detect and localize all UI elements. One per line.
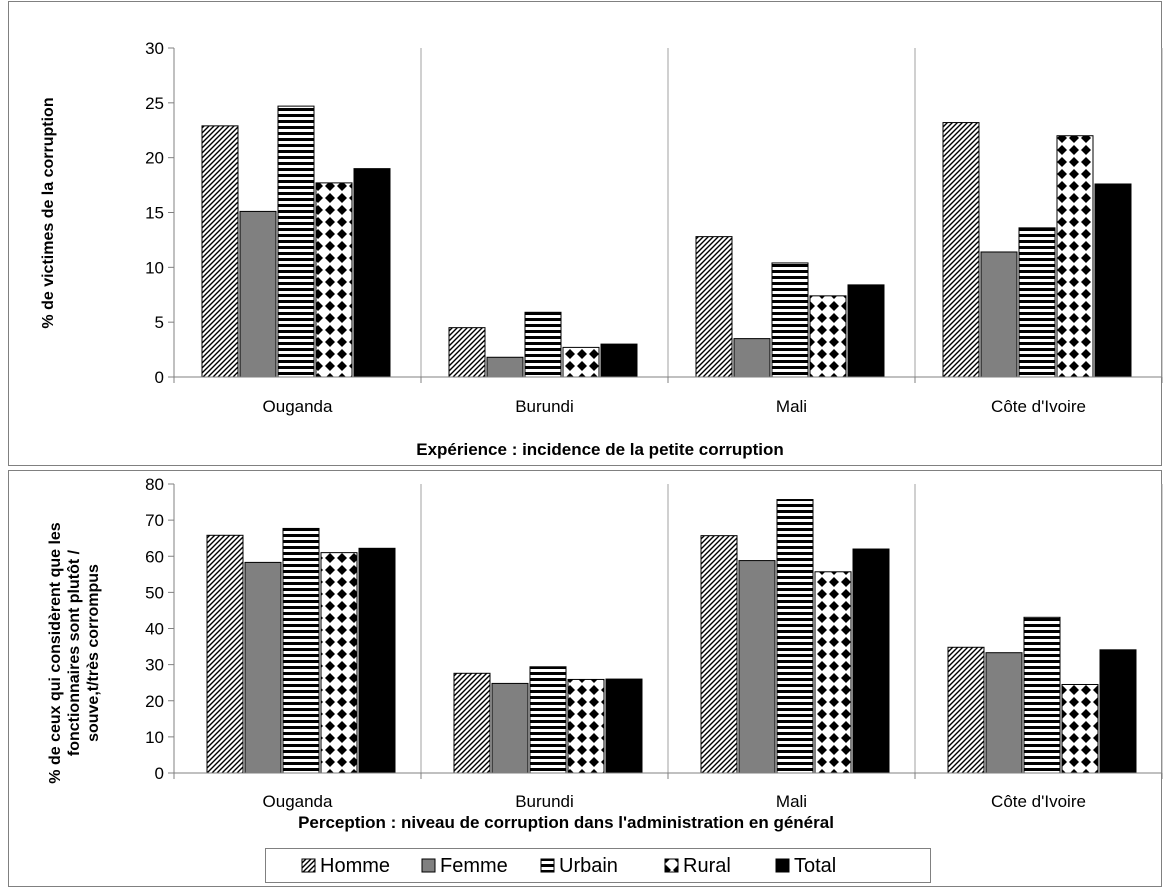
bottom-y-tick-label: 40 xyxy=(145,620,164,639)
bottom-bar-c-te-d-ivoire-homme xyxy=(947,646,985,774)
bottom-bar-burundi-homme xyxy=(453,672,491,774)
bottom-bar-mali-total xyxy=(852,548,890,774)
legend-box xyxy=(265,848,931,883)
top-y-tick-label: 5 xyxy=(155,313,164,332)
bottom-bar-mali-homme xyxy=(700,535,738,774)
bottom-category-label-burundi: Burundi xyxy=(515,792,574,811)
bottom-bar-mali-femme xyxy=(738,560,776,774)
top-y-tick-label: 25 xyxy=(145,94,164,113)
bottom-y-axis-title-line-1: % de ceux qui considèrent que les xyxy=(47,522,64,784)
legend-swatch-homme xyxy=(301,858,316,873)
top-bar-burundi-homme xyxy=(448,327,486,378)
bottom-y-tick-label: 50 xyxy=(145,583,164,602)
legend-label-rural: Rural xyxy=(683,855,731,877)
bottom-bar-c-te-d-ivoire-urbain xyxy=(1023,616,1061,774)
bottom-y-tick-label: 30 xyxy=(145,656,164,675)
bottom-category-label-ouganda: Ouganda xyxy=(263,792,333,811)
top-bar-burundi-rural xyxy=(562,346,600,378)
bottom-bar-ouganda-femme xyxy=(244,561,282,774)
bottom-y-tick-label: 10 xyxy=(145,728,164,747)
top-bar-c-te-d-ivoire-homme xyxy=(942,122,980,378)
bottom-y-axis-title-line-3: souve,t/très corrompus xyxy=(85,564,102,742)
legend-swatch-rural xyxy=(664,858,679,873)
top-y-tick-label: 15 xyxy=(145,204,164,223)
top-bar-c-te-d-ivoire-femme xyxy=(980,251,1018,378)
bottom-bar-burundi-total xyxy=(605,678,643,774)
top-bar-ouganda-urbain xyxy=(277,105,315,378)
bottom-bar-ouganda-total xyxy=(358,547,396,774)
top-category-label-c-te-d-ivoire: Côte d'Ivoire xyxy=(991,397,1086,416)
bottom-bar-c-te-d-ivoire-rural xyxy=(1061,683,1099,774)
bottom-y-tick-label: 20 xyxy=(145,692,164,711)
top-bar-burundi-urbain xyxy=(524,311,562,378)
bottom-y-tick-label: 60 xyxy=(145,547,164,566)
top-bar-mali-rural xyxy=(809,295,847,378)
legend-swatch-femme xyxy=(421,858,436,873)
top-category-label-ouganda: Ouganda xyxy=(263,397,333,416)
bottom-category-label-mali: Mali xyxy=(776,792,807,811)
top-bar-c-te-d-ivoire-rural xyxy=(1056,135,1094,378)
legend-swatch-urbain xyxy=(540,858,555,873)
top-y-tick-label: 0 xyxy=(155,368,164,387)
bottom-bar-burundi-urbain xyxy=(529,666,567,774)
top-x-axis-title: Expérience : incidence de la petite corr… xyxy=(416,440,783,459)
top-bar-burundi-femme xyxy=(486,356,524,378)
top-bar-ouganda-homme xyxy=(201,125,239,378)
legend-label-total: Total xyxy=(794,855,836,877)
top-category-label-burundi: Burundi xyxy=(515,397,574,416)
top-panel-frame xyxy=(8,1,1162,466)
top-bar-burundi-total xyxy=(600,343,638,378)
bottom-category-label-c-te-d-ivoire: Côte d'Ivoire xyxy=(991,792,1086,811)
bottom-bar-ouganda-urbain xyxy=(282,527,320,774)
top-bar-ouganda-rural xyxy=(315,182,353,378)
bottom-y-axis-title-line-2: fonctionnaires sont plutôt / xyxy=(66,549,83,756)
top-bar-ouganda-total xyxy=(353,168,391,378)
top-y-axis-title: % de victimes de la corruption xyxy=(40,97,57,328)
bottom-x-axis-title: Perception : niveau de corruption dans l… xyxy=(298,813,834,832)
bottom-y-tick-label: 80 xyxy=(145,475,164,494)
bottom-y-tick-label: 0 xyxy=(155,764,164,783)
top-y-tick-label: 10 xyxy=(145,258,164,277)
bottom-bar-burundi-femme xyxy=(491,682,529,774)
bottom-bar-c-te-d-ivoire-femme xyxy=(985,652,1023,774)
bottom-bar-ouganda-homme xyxy=(206,534,244,774)
bottom-bar-mali-urbain xyxy=(776,499,814,774)
top-bar-mali-total xyxy=(847,284,885,378)
legend-swatch-total xyxy=(775,858,790,873)
top-bar-c-te-d-ivoire-total xyxy=(1094,183,1132,378)
bottom-plot-area: 0 10 20 30 40 50 60 70 80 Ouganda Burundi Mali Côte … xyxy=(145,475,1163,811)
top-bar-mali-urbain xyxy=(771,262,809,378)
legend: Homme Femme Urbain Rural Total xyxy=(265,848,931,883)
top-category-label-mali: Mali xyxy=(776,397,807,416)
legend-label-urbain: Urbain xyxy=(559,855,618,877)
top-plot-area: 0 5 10 15 20 25 30 Ouganda Burundi Mali Côte d'Ivo… xyxy=(145,39,1163,416)
bottom-bar-burundi-rural xyxy=(567,678,605,774)
top-bar-mali-femme xyxy=(733,338,771,378)
legend-label-femme: Femme xyxy=(440,855,508,877)
bottom-bar-c-te-d-ivoire-total xyxy=(1099,649,1137,774)
top-bar-mali-homme xyxy=(695,236,733,378)
top-y-tick-label: 30 xyxy=(145,39,164,58)
top-bar-ouganda-femme xyxy=(239,210,277,378)
bottom-bar-ouganda-rural xyxy=(320,552,358,774)
bottom-bar-mali-rural xyxy=(814,571,852,774)
bottom-y-tick-label: 70 xyxy=(145,511,164,530)
legend-label-homme: Homme xyxy=(320,855,390,877)
top-y-tick-label: 20 xyxy=(145,149,164,168)
top-bar-c-te-d-ivoire-urbain xyxy=(1018,227,1056,378)
